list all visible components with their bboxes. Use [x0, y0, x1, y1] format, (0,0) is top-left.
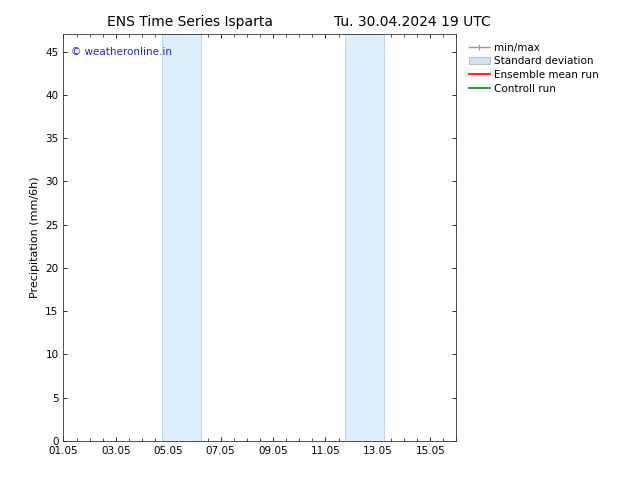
- Bar: [162, 34, 201, 441]
- Y-axis label: Precipitation (mm/6h): Precipitation (mm/6h): [30, 177, 40, 298]
- Bar: [345, 34, 384, 441]
- Legend: min/max, Standard deviation, Ensemble mean run, Controll run: min/max, Standard deviation, Ensemble me…: [465, 40, 602, 97]
- Text: ENS Time Series Isparta: ENS Time Series Isparta: [107, 15, 273, 29]
- Text: Tu. 30.04.2024 19 UTC: Tu. 30.04.2024 19 UTC: [333, 15, 491, 29]
- Text: © weatheronline.in: © weatheronline.in: [71, 47, 172, 56]
